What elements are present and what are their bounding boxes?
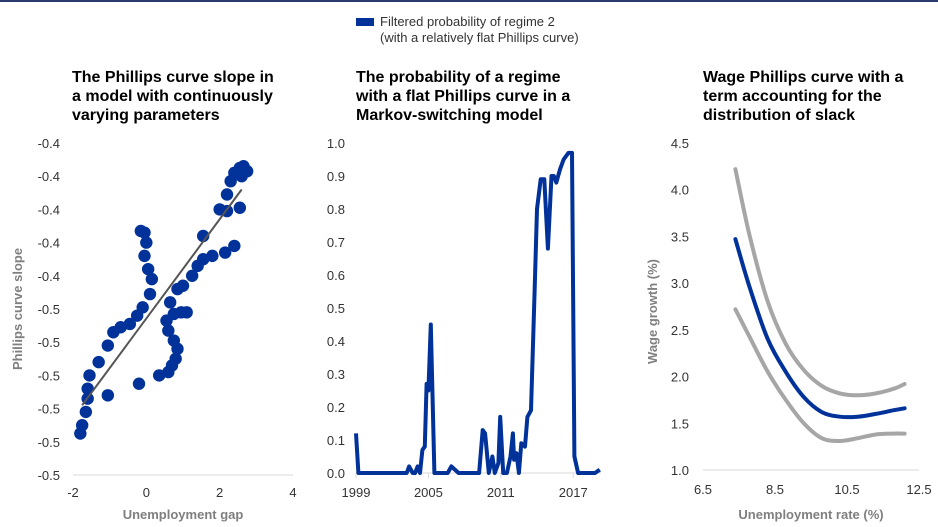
chart-2-y-tick-label: 0.7 <box>327 235 345 250</box>
chart-1-data-point <box>234 202 246 214</box>
chart-2-y-tick-label: 0.8 <box>327 202 345 217</box>
chart-2-x-tick-label: 2011 <box>487 485 515 500</box>
chart-1-y-tick-label: -0.5 <box>38 302 60 317</box>
chart-2-y-tick-label: 0.1 <box>327 433 345 448</box>
chart-2-x-tick-label: 2017 <box>559 485 588 500</box>
chart-3-x-tick-label: 6.5 <box>694 482 712 497</box>
chart-2-y-tick-label: 0.2 <box>327 400 345 415</box>
chart-3-x-tick-label: 10.5 <box>834 482 859 497</box>
chart-2-x-tick-label: 2005 <box>414 485 443 500</box>
chart-1-data-point <box>142 263 154 275</box>
chart-1-data-point <box>138 250 150 262</box>
chart-1-data-point <box>180 306 192 318</box>
chart-2-y-tick-label: 0.4 <box>327 334 345 349</box>
chart-3-central-curve <box>735 239 904 417</box>
chart-1-data-point <box>102 339 114 351</box>
chart-1-x-tick-label: 4 <box>289 485 296 500</box>
chart-1-y-tick-label: -0.5 <box>38 468 60 483</box>
chart-1-data-point <box>228 240 240 252</box>
chart-1-y-axis-label: Phillips curve slope <box>10 248 25 370</box>
chart-2-y-tick-label: 0.3 <box>327 367 345 382</box>
chart-1-y-tick-label: -0.5 <box>38 435 60 450</box>
chart-1-x-tick-label: 0 <box>143 485 150 500</box>
chart-1-data-point <box>76 419 88 431</box>
chart-3-y-tick-label: 4.0 <box>671 183 689 198</box>
chart-1-data-point <box>136 301 148 313</box>
chart-1-data-point <box>80 406 92 418</box>
chart-3-x-axis-label: Unemployment rate (%) <box>738 507 883 522</box>
chart-1-x-tick-label: 2 <box>216 485 223 500</box>
chart-1-y-tick-label: -0.4 <box>38 269 60 284</box>
chart-2-y-tick-label: 0.5 <box>327 301 345 316</box>
chart-3-band-curve <box>735 309 904 441</box>
chart-2-y-tick-label: 0.0 <box>327 466 345 481</box>
chart-1-y-tick-label: -0.4 <box>38 236 60 251</box>
chart-3-y-tick-label: 1.5 <box>671 416 689 431</box>
chart-2-x-tick-label: 1999 <box>342 485 371 500</box>
chart-1-x-axis-label: Unemployment gap <box>123 507 244 522</box>
chart-3-y-tick-label: 4.5 <box>671 136 689 151</box>
chart-2-y-tick-label: 0.6 <box>327 268 345 283</box>
chart-1-y-tick-label: -0.5 <box>38 335 60 350</box>
chart-1-data-point <box>177 280 189 292</box>
chart-1-x-tick-label: -2 <box>67 485 79 500</box>
chart-1-data-point <box>206 250 218 262</box>
chart-1-data-point <box>102 389 114 401</box>
chart-1-data-point <box>164 296 176 308</box>
chart-2-probability-line <box>356 153 600 473</box>
chart-3-y-axis-label: Wage growth (%) <box>645 259 660 364</box>
chart-2-y-tick-label: 1.0 <box>327 136 345 151</box>
chart-1-y-tick-label: -0.4 <box>38 136 60 151</box>
chart-3-y-tick-label: 2.0 <box>671 370 689 385</box>
chart-1-data-point <box>135 225 147 237</box>
chart-1-y-tick-label: -0.4 <box>38 202 60 217</box>
chart-1-y-tick-label: -0.5 <box>38 368 60 383</box>
chart-1-data-point <box>235 170 247 182</box>
chart-2-y-tick-label: 0.9 <box>327 169 345 184</box>
chart-3-y-tick-label: 3.5 <box>671 229 689 244</box>
chart-1-data-point <box>221 188 233 200</box>
chart-1-y-tick-label: -0.5 <box>38 402 60 417</box>
chart-3-y-tick-label: 3.0 <box>671 276 689 291</box>
chart-3-x-tick-label: 12.5 <box>906 482 931 497</box>
chart-1-data-point <box>133 378 145 390</box>
chart-1-data-point <box>83 369 95 381</box>
chart-3-x-tick-label: 8.5 <box>766 482 784 497</box>
chart-1-data-point <box>92 356 104 368</box>
chart-3-y-tick-label: 2.5 <box>671 323 689 338</box>
chart-1-data-point <box>144 288 156 300</box>
chart-1-y-tick-label: -0.4 <box>38 169 60 184</box>
chart-3-y-tick-label: 1.0 <box>671 463 689 478</box>
